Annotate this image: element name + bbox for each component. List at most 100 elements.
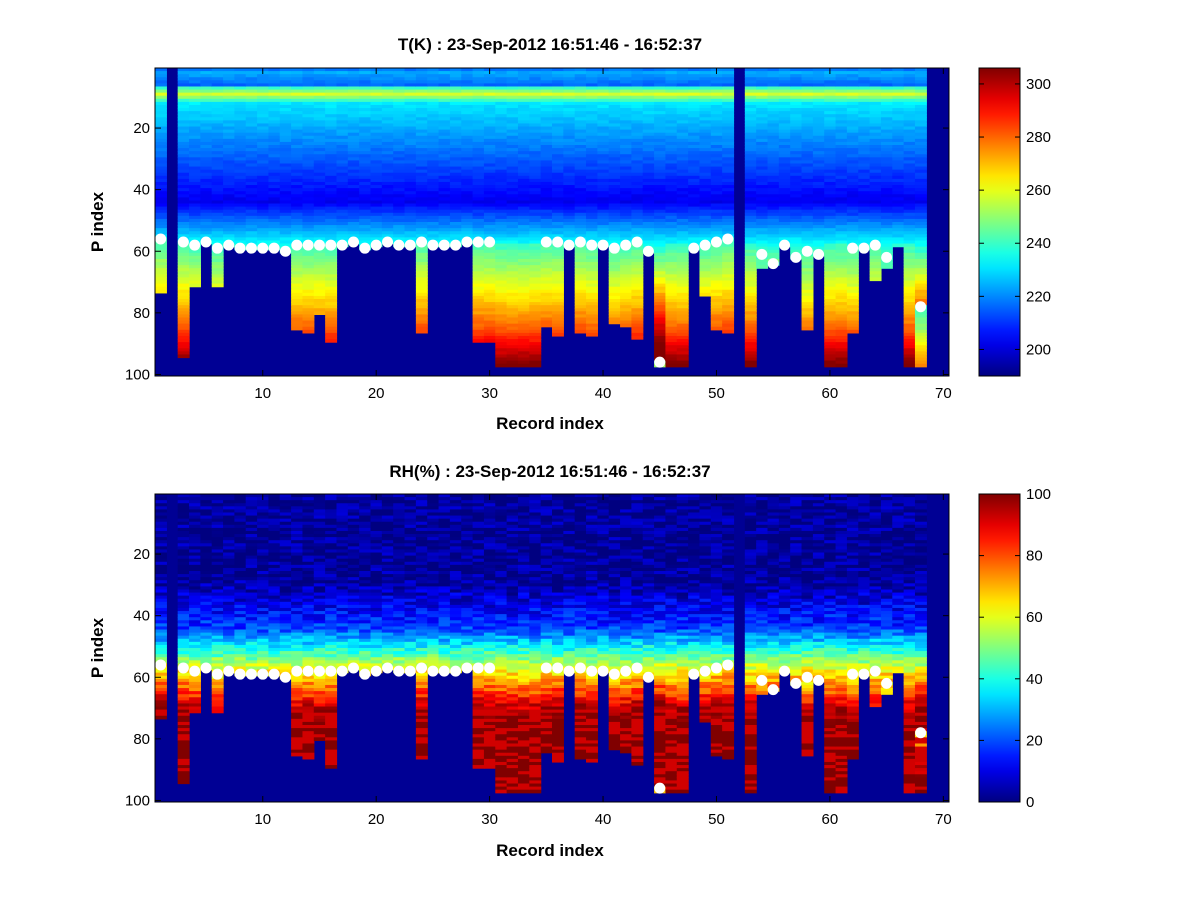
heatmap-cell <box>529 74 542 78</box>
heatmap-cell <box>608 320 621 325</box>
heatmap-cell <box>336 166 349 171</box>
heatmap-cell <box>642 218 655 223</box>
heatmap-cell <box>835 175 848 180</box>
heatmap-cell <box>415 265 428 269</box>
heatmap-cell <box>699 117 712 121</box>
heatmap-cell <box>676 274 689 279</box>
heatmap-cell <box>880 71 893 75</box>
heatmap-cell <box>631 138 644 143</box>
heatmap-cell <box>858 92 871 97</box>
heatmap-cell <box>574 191 587 195</box>
heatmap-cell <box>291 151 304 155</box>
heatmap-cell <box>211 206 224 211</box>
heatmap-cell <box>347 104 360 109</box>
heatmap-cell <box>801 200 814 205</box>
heatmap-cell <box>710 154 723 158</box>
heatmap-cell <box>359 157 372 161</box>
heatmap-cell <box>744 126 757 131</box>
heatmap-cell <box>177 351 190 356</box>
heatmap-cell <box>415 283 428 288</box>
heatmap-cell <box>903 148 916 152</box>
heatmap-cell <box>903 111 916 115</box>
heatmap-cell <box>665 280 678 285</box>
heatmap-cell <box>620 311 632 315</box>
heatmap-cell <box>801 314 814 319</box>
heatmap-cell <box>540 126 553 131</box>
heatmap-cell <box>483 132 496 137</box>
heatmap-cell <box>472 222 485 226</box>
heatmap-cell <box>722 277 735 282</box>
heatmap-cell <box>620 197 632 202</box>
heatmap-cell <box>665 283 678 288</box>
heatmap-cell <box>778 104 791 109</box>
heatmap-cell <box>620 178 632 183</box>
heatmap-cell <box>699 286 712 291</box>
heatmap-cell <box>835 104 848 109</box>
heatmap-cell <box>801 228 814 232</box>
heatmap-cell <box>529 172 542 177</box>
heatmap-cell <box>279 209 292 214</box>
heatmap-cell <box>359 185 372 189</box>
heatmap-cell <box>472 145 485 149</box>
heatmap-cell <box>824 172 837 177</box>
heatmap-cell <box>540 234 553 238</box>
heatmap-cell <box>835 117 848 121</box>
heatmap-cell <box>211 231 224 235</box>
heatmap-cell <box>540 98 553 103</box>
heatmap-cell <box>223 117 235 121</box>
heatmap-cell <box>495 228 508 232</box>
heatmap-cell <box>279 218 292 223</box>
heatmap-cell <box>268 185 281 189</box>
heatmap-cell <box>903 191 916 195</box>
heatmap-cell <box>291 295 304 300</box>
heatmap-cell <box>155 268 167 272</box>
heatmap-cell <box>790 185 803 189</box>
heatmap-cell <box>790 215 803 220</box>
heatmap-cell <box>483 74 496 78</box>
heatmap-cell <box>631 145 644 149</box>
heatmap-cell <box>642 237 655 242</box>
heatmap-cell <box>415 77 428 81</box>
heatmap-cell <box>676 271 689 275</box>
heatmap-cell <box>824 295 837 300</box>
heatmap-cell <box>676 317 689 322</box>
heatmap-cell <box>552 268 564 272</box>
heatmap-cell <box>563 209 576 214</box>
heatmap-cell <box>370 206 383 211</box>
heatmap-cell <box>699 80 712 84</box>
heatmap-cell <box>302 104 315 109</box>
heatmap-cell <box>268 108 281 112</box>
heatmap-cell <box>790 197 803 202</box>
heatmap-cell <box>688 138 701 143</box>
heatmap-cell <box>483 234 496 238</box>
heatmap-cell <box>608 209 621 214</box>
heatmap-cell <box>812 206 825 211</box>
heatmap-cell <box>767 145 780 149</box>
heatmap-cell <box>359 151 372 155</box>
heatmap-cell <box>869 74 882 78</box>
heatmap-cell <box>812 163 825 168</box>
heatmap-cell <box>586 329 598 334</box>
surface-marker <box>223 239 235 251</box>
heatmap-cell <box>858 98 871 103</box>
heatmap-cell <box>245 71 258 75</box>
heatmap-cell <box>325 95 338 100</box>
heatmap-cell <box>914 151 927 155</box>
heatmap-cell <box>631 302 644 306</box>
heatmap-cell <box>903 255 916 260</box>
heatmap-cell <box>676 215 689 220</box>
heatmap-cell <box>676 80 689 84</box>
heatmap-cell <box>665 212 678 217</box>
heatmap-cell <box>495 163 508 168</box>
surface-marker <box>302 239 314 251</box>
heatmap-cell <box>744 111 757 115</box>
heatmap-cell <box>506 86 519 91</box>
heatmap-cell <box>790 206 803 211</box>
heatmap-cell <box>710 120 723 125</box>
heatmap-cell <box>676 277 689 282</box>
heatmap-cell <box>767 203 780 208</box>
heatmap-cell <box>835 311 848 315</box>
heatmap-cell <box>393 185 406 189</box>
heatmap-cell <box>347 101 360 106</box>
heatmap-cell <box>801 74 814 78</box>
